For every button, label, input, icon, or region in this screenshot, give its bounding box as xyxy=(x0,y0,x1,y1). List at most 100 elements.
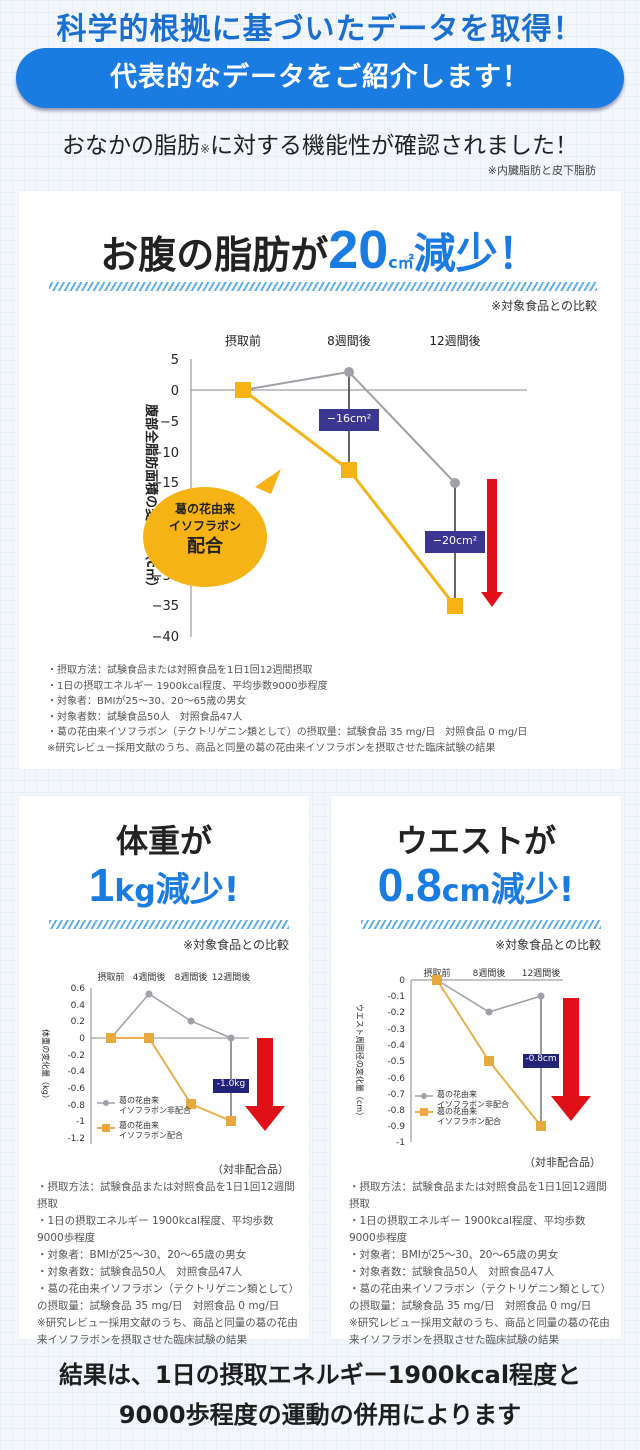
divider-hatch xyxy=(49,282,597,291)
y-axis-label: ウエスト周囲径の変化量（cm） xyxy=(355,1004,365,1120)
legend-test: 葛の花由来 イソフラボン配合 xyxy=(119,1121,183,1141)
bubble-line2: イソフラボン xyxy=(168,519,241,533)
svg-text:-1.2: -1.2 xyxy=(67,1134,85,1144)
y-ticks: 0 -0.1 -0.2 -0.3 -0.4 -0.5 -0.6 -0.7 -0.8 -0.9 -… xyxy=(387,976,405,1148)
compare-note: ※対象食品との比較 xyxy=(495,938,601,952)
svg-text:12週間後: 12週間後 xyxy=(212,971,250,983)
svg-text:−35: −35 xyxy=(152,599,179,614)
svg-text:−15: −15 xyxy=(152,476,179,491)
svg-text:-1: -1 xyxy=(76,1117,85,1127)
waist-chart: 摂取前 8週間後 12週間後 0 -0.1 -0.2 -0.3 -0.4 -0.5 -0.… xyxy=(355,967,591,1148)
vs-label: （対非配合品） xyxy=(212,1163,289,1176)
note-line: ・対象者：BMIが25〜30、20〜65歳の男女 xyxy=(47,696,247,707)
svg-text:-0.3: -0.3 xyxy=(387,1025,405,1035)
note-line: ※研究レビュー採用文献のうち、商品と同量の葛の花由来イソフラボンを摂取させた臨床… xyxy=(349,1317,610,1346)
legend-text: 葛の花由来 xyxy=(437,1090,477,1099)
legend-text: イソフラボン配合 xyxy=(119,1131,183,1140)
headline: 科学的根拠に基づいたデータを取得！ xyxy=(56,12,584,47)
subtitle: おなかの脂肪※に対する機能性が確認されました！ xyxy=(0,126,640,160)
note-line: ・対象者数：試験食品50人 対照食品47人 xyxy=(37,1266,243,1278)
waist-title-num: 0.8 xyxy=(377,859,442,911)
svg-text:摂取前: 摂取前 xyxy=(423,967,450,979)
waist-title-line2: 0.8cm減少! xyxy=(331,858,621,912)
legend-control: 葛の花由来 イソフラボン非配合 xyxy=(119,1096,191,1116)
svg-text:-0.4: -0.4 xyxy=(67,1067,85,1077)
compare-note: ※対象食品との比較 xyxy=(491,299,597,313)
x-labels: 摂取前 8週間後 12週間後 xyxy=(225,333,481,348)
legend-text: イソフラボン非配合 xyxy=(119,1106,191,1115)
note-line: ・葛の花由来イソフラボン（テクトリゲニン類として）の摂取量：試験食品 35 mg… xyxy=(349,1283,606,1312)
legend-control: 葛の花由来 イソフラボン非配合 xyxy=(437,1090,509,1110)
note-line: ・摂取方法：試験食品または対照食品を1日1回12週間摂取 xyxy=(47,665,313,676)
note-line: ・摂取方法：試験食品または対照食品を1日1回12週間摂取 xyxy=(37,1181,295,1210)
x-label-12w: 12週間後 xyxy=(429,334,480,348)
diff-label-12w: −20cm² xyxy=(432,534,478,547)
bubble-text: 葛の花由来 イソフラボン 配合 xyxy=(143,501,267,559)
subtitle-pre: おなかの脂肪 xyxy=(61,133,200,159)
svg-text:-0.2: -0.2 xyxy=(67,1051,85,1061)
down-arrow-icon xyxy=(257,1038,273,1108)
svg-text:0.4: 0.4 xyxy=(71,1001,86,1011)
weight-title-num: 1 xyxy=(88,859,115,911)
svg-text:-0.4: -0.4 xyxy=(387,1041,405,1051)
note-line: ・1日の摂取エネルギー 1900kcal程度、平均歩数9000歩程度 xyxy=(349,1215,586,1244)
svg-text:4週間後: 4週間後 xyxy=(133,971,166,983)
svg-text:−5: −5 xyxy=(160,415,179,430)
subtitle-mark: ※ xyxy=(199,142,211,156)
belly-title-post: 減少！ xyxy=(413,229,540,278)
down-arrow-icon xyxy=(563,998,579,1098)
belly-notes: ・摂取方法：試験食品または対照食品を1日1回12週間摂取 ・1日の摂取エネルギー… xyxy=(47,663,527,756)
subtitle-post: に対する機能性が確認されました！ xyxy=(210,133,579,159)
belly-fat-chart: 摂取前 8週間後 12週間後 5 0 −5 −10 −15 −20 −25 −3… xyxy=(143,333,527,645)
weight-diff-label: -1.0kg xyxy=(216,1079,246,1089)
weight-title-unit: kg xyxy=(114,874,156,909)
weight-notes: ・摂取方法：試験食品または対照食品を1日1回12週間摂取 ・1日の摂取エネルギー… xyxy=(37,1179,299,1349)
divider-hatch xyxy=(49,920,289,929)
weight-title-post: 減少! xyxy=(155,870,240,910)
x-labels: 摂取前 4週間後 8週間後 12週間後 xyxy=(97,971,250,983)
svg-text:−10: −10 xyxy=(152,446,179,461)
diff-label-8w-bg xyxy=(319,409,379,431)
belly-title-pre: お腹の脂肪が xyxy=(100,233,329,277)
note-line: ・対象者：BMIが25〜30、20〜65歳の男女 xyxy=(37,1249,247,1261)
waist-notes: ・摂取方法：試験食品または対照食品を1日1回12週間摂取 ・1日の摂取エネルギー… xyxy=(349,1179,611,1349)
waist-title-post: 減少! xyxy=(490,870,575,910)
legend-text: 葛の花由来 xyxy=(437,1107,477,1116)
waist-title-unit: cm xyxy=(441,874,491,909)
belly-title-num: 20 xyxy=(328,220,389,280)
belly-fat-card: お腹の脂肪が20c㎡減少！ ※対象食品との比較 摂取前 8週間後 12週間後 5… xyxy=(18,190,622,770)
bubble-line3: 配合 xyxy=(187,536,223,557)
weight-title-line2: 1kg減少! xyxy=(19,858,309,912)
x-label-8w: 8週間後 xyxy=(327,334,371,348)
note-line: ・葛の花由来イソフラボン（テクトリゲニン類として）の摂取量：試験食品 35 mg… xyxy=(37,1283,294,1312)
legend-text: イソフラボン非配合 xyxy=(437,1100,509,1109)
svg-text:−40: −40 xyxy=(152,630,179,645)
bubble xyxy=(143,469,281,587)
y-ticks: 0.6 0.4 0.2 0 -0.2 -0.4 -0.6 -0.8 -1 -1.2 xyxy=(67,984,85,1144)
note-line: ※研究レビュー採用文献のうち、商品と同量の葛の花由来イソフラボンを摂取させた臨床… xyxy=(47,742,496,754)
belly-title-unit: c㎡ xyxy=(388,253,414,272)
weight-chart: 摂取前 4週間後 8週間後 12週間後 0.6 0.4 0.2 0 -0.2 -0.4 -… xyxy=(41,971,285,1144)
svg-text:-0.6: -0.6 xyxy=(387,1074,405,1084)
legend-text: 葛の花由来 xyxy=(119,1121,159,1130)
svg-text:12週間後: 12週間後 xyxy=(522,967,560,979)
down-arrow-icon xyxy=(487,479,497,594)
legend xyxy=(415,1093,433,1116)
legend-text: 葛の花由来 xyxy=(119,1096,159,1105)
footer-line1: 結果は、1日の摂取エネルギー1900kcal程度と xyxy=(58,1361,582,1389)
x-label-before: 摂取前 xyxy=(225,333,261,348)
svg-text:-0.7: -0.7 xyxy=(387,1090,405,1100)
svg-text:8週間後: 8週間後 xyxy=(473,967,506,979)
note-line: ・葛の花由来イソフラボン（テクトリゲニン類として）の摂取量：試験食品 35 mg… xyxy=(47,727,528,738)
svg-text:0: 0 xyxy=(399,976,405,986)
note-line: ※研究レビュー採用文献のうち、商品と同量の葛の花由来イソフラボンを摂取させた臨床… xyxy=(37,1317,298,1346)
svg-text:-0.8: -0.8 xyxy=(67,1101,85,1111)
diff-label-8w: −16cm² xyxy=(326,412,372,425)
belly-fat-title: お腹の脂肪が20c㎡減少！ xyxy=(19,219,621,281)
waist-card: ウエストが 0.8cm減少! ※対象食品との比較 摂取前 8週間後 12週間後 … xyxy=(330,795,622,1346)
weight-card: 体重が 1kg減少! ※対象食品との比較 摂取前 4週間後 8週間後 12週間後… xyxy=(18,795,310,1346)
svg-text:0: 0 xyxy=(171,384,179,399)
svg-text:0: 0 xyxy=(79,1034,85,1044)
note-line: ・対象者数：試験食品50人 対照食品47人 xyxy=(47,711,243,723)
note-line: ・対象者：BMIが25〜30、20〜65歳の男女 xyxy=(349,1249,559,1261)
